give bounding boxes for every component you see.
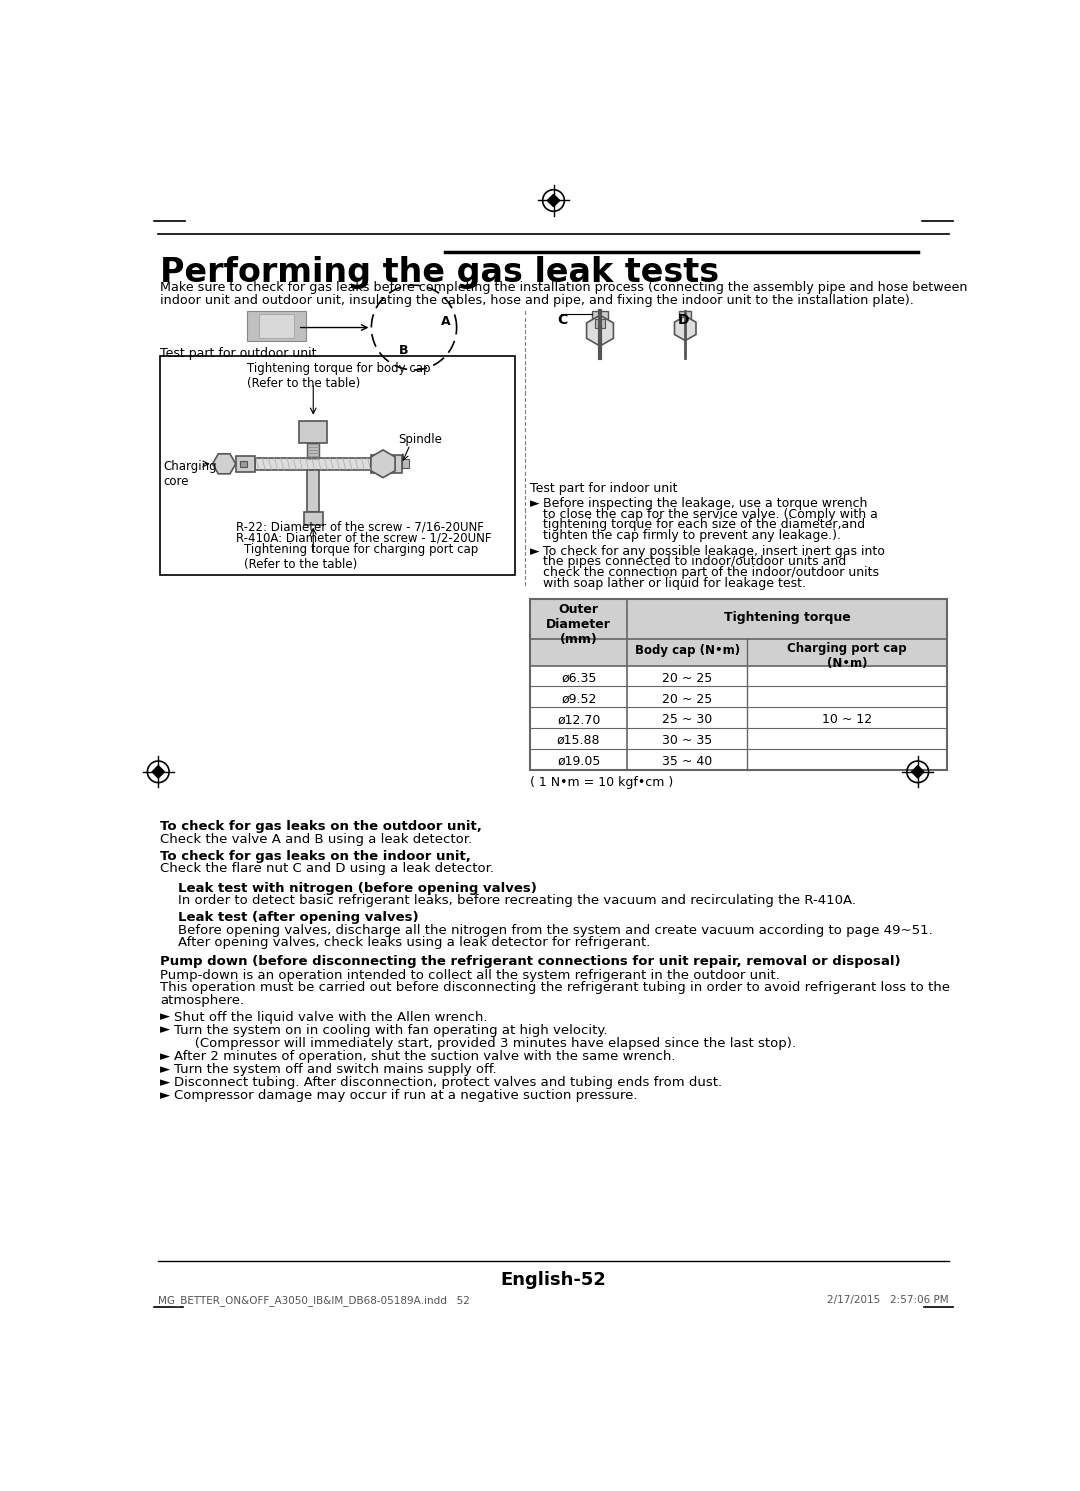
Text: ►: ►: [530, 497, 540, 510]
Text: 35 ~ 40: 35 ~ 40: [662, 754, 713, 768]
Text: ø12.70: ø12.70: [557, 713, 600, 726]
Text: atmosphere.: atmosphere.: [160, 993, 244, 1006]
FancyBboxPatch shape: [307, 443, 320, 467]
Text: (Compressor will immediately start, provided 3 minutes have elapsed since the la: (Compressor will immediately start, prov…: [181, 1036, 796, 1050]
Text: Leak test with nitrogen (before opening valves): Leak test with nitrogen (before opening …: [177, 883, 537, 895]
Text: ø9.52: ø9.52: [561, 692, 596, 705]
Text: Shut off the liquid valve with the Allen wrench.: Shut off the liquid valve with the Allen…: [174, 1011, 487, 1023]
Text: Charging port cap
(N•m): Charging port cap (N•m): [787, 643, 907, 671]
Text: Tightening torque for body cap
(Refer to the table): Tightening torque for body cap (Refer to…: [247, 362, 431, 391]
Text: C: C: [557, 313, 568, 327]
FancyBboxPatch shape: [592, 312, 608, 319]
Text: Pump down (before disconnecting the refrigerant connections for unit repair, rem: Pump down (before disconnecting the refr…: [160, 956, 901, 968]
Text: Disconnect tubing. After disconnection, protect valves and tubing ends from dust: Disconnect tubing. After disconnection, …: [174, 1077, 721, 1088]
Text: R-22: Diameter of the screw - 7/16-20UNF: R-22: Diameter of the screw - 7/16-20UNF: [235, 520, 484, 532]
Polygon shape: [912, 766, 924, 778]
FancyBboxPatch shape: [679, 312, 691, 318]
FancyBboxPatch shape: [307, 470, 320, 513]
FancyBboxPatch shape: [255, 458, 372, 470]
Text: ►: ►: [160, 1063, 170, 1077]
Text: Tightening torque: Tightening torque: [724, 611, 851, 623]
Text: To check for gas leaks on the outdoor unit,: To check for gas leaks on the outdoor un…: [160, 820, 482, 833]
Text: Test part for indoor unit: Test part for indoor unit: [530, 482, 678, 495]
FancyBboxPatch shape: [530, 638, 947, 665]
Text: D: D: [677, 313, 689, 327]
Text: After 2 minutes of operation, shut the suction valve with the same wrench.: After 2 minutes of operation, shut the s…: [174, 1050, 675, 1063]
Text: To check for any possible leakage, insert inert gas into: To check for any possible leakage, inser…: [542, 544, 885, 558]
Text: ►: ►: [160, 1024, 170, 1036]
Text: In order to detect basic refrigerant leaks, before recreating the vacuum and rec: In order to detect basic refrigerant lea…: [177, 895, 855, 907]
Text: with soap lather or liquid for leakage test.: with soap lather or liquid for leakage t…: [542, 577, 806, 590]
FancyBboxPatch shape: [303, 513, 323, 525]
FancyBboxPatch shape: [595, 319, 605, 328]
Text: 2/17/2015   2:57:06 PM: 2/17/2015 2:57:06 PM: [827, 1296, 948, 1306]
FancyBboxPatch shape: [259, 313, 294, 338]
Text: ø19.05: ø19.05: [557, 754, 600, 768]
FancyBboxPatch shape: [235, 456, 255, 471]
Text: Test part for outdoor unit: Test part for outdoor unit: [160, 347, 316, 359]
Text: R-410A: Diameter of the screw - 1/2-20UNF: R-410A: Diameter of the screw - 1/2-20UN…: [235, 532, 491, 544]
Text: Turn the system on in cooling with fan operating at high velocity.: Turn the system on in cooling with fan o…: [174, 1024, 607, 1036]
Text: indoor unit and outdoor unit, insulating the cables, hose and pipe, and fixing t: indoor unit and outdoor unit, insulating…: [160, 294, 914, 307]
Text: 30 ~ 35: 30 ~ 35: [662, 734, 713, 747]
Text: Before inspecting the leakage, use a torque wrench: Before inspecting the leakage, use a tor…: [542, 497, 867, 510]
Text: Turn the system off and switch mains supply off.: Turn the system off and switch mains sup…: [174, 1063, 497, 1077]
Text: 20 ~ 25: 20 ~ 25: [662, 672, 713, 684]
Text: This operation must be carried out before disconnecting the refrigerant tubing i: This operation must be carried out befor…: [160, 981, 949, 994]
Text: the pipes connected to indoor/outdoor units and: the pipes connected to indoor/outdoor un…: [542, 556, 846, 568]
Text: Make sure to check for gas leaks before completing the installation process (con: Make sure to check for gas leaks before …: [160, 282, 968, 294]
FancyBboxPatch shape: [160, 356, 515, 576]
Text: 25 ~ 30: 25 ~ 30: [662, 713, 713, 726]
FancyBboxPatch shape: [403, 459, 408, 468]
Text: ø6.35: ø6.35: [561, 672, 596, 684]
Text: tightening torque for each size of the diameter,and: tightening torque for each size of the d…: [542, 519, 865, 531]
Text: English-52: English-52: [500, 1270, 607, 1288]
Polygon shape: [548, 194, 559, 207]
Text: Body cap (N•m): Body cap (N•m): [635, 644, 740, 658]
Text: check the connection part of the indoor/outdoor units: check the connection part of the indoor/…: [542, 567, 879, 579]
Text: ( 1 N•m = 10 kgf•cm ): ( 1 N•m = 10 kgf•cm ): [530, 775, 674, 789]
FancyBboxPatch shape: [372, 455, 403, 473]
Text: Compressor damage may occur if run at a negative suction pressure.: Compressor damage may occur if run at a …: [174, 1088, 637, 1102]
FancyBboxPatch shape: [530, 598, 947, 638]
Text: Check the valve A and B using a leak detector.: Check the valve A and B using a leak det…: [160, 832, 472, 845]
Text: Pump-down is an operation intended to collect all the system refrigerant in the : Pump-down is an operation intended to co…: [160, 969, 780, 983]
FancyBboxPatch shape: [299, 422, 327, 443]
Text: ►: ►: [160, 1011, 170, 1023]
Text: Leak test (after opening valves): Leak test (after opening valves): [177, 911, 418, 924]
Text: ►: ►: [160, 1088, 170, 1102]
Text: Spindle: Spindle: [399, 432, 443, 446]
Text: to close the cap for the service valve. (Comply with a: to close the cap for the service valve. …: [542, 508, 878, 520]
Text: Charging
core: Charging core: [164, 459, 217, 488]
Text: A: A: [441, 315, 450, 328]
Text: ø15.88: ø15.88: [557, 734, 600, 747]
Text: ►: ►: [530, 544, 540, 558]
Text: Outer
Diameter
(mm): Outer Diameter (mm): [546, 604, 611, 646]
Text: MG_BETTER_ON&OFF_A3050_IB&IM_DB68-05189A.indd   52: MG_BETTER_ON&OFF_A3050_IB&IM_DB68-05189A…: [159, 1296, 470, 1306]
FancyBboxPatch shape: [247, 312, 306, 340]
Text: B: B: [399, 344, 408, 356]
Text: Performing the gas leak tests: Performing the gas leak tests: [160, 256, 719, 289]
Text: 10 ~ 12: 10 ~ 12: [822, 713, 873, 726]
Polygon shape: [152, 766, 164, 778]
Text: Tightening torque for charging port cap
(Refer to the table): Tightening torque for charging port cap …: [243, 543, 477, 571]
Text: ►: ►: [160, 1077, 170, 1088]
Text: After opening valves, check leaks using a leak detector for refrigerant.: After opening valves, check leaks using …: [177, 936, 650, 948]
FancyBboxPatch shape: [240, 461, 247, 467]
Text: tighten the cap firmly to prevent any leakage.).: tighten the cap firmly to prevent any le…: [542, 529, 840, 543]
Text: Check the flare nut C and D using a leak detector.: Check the flare nut C and D using a leak…: [160, 862, 494, 875]
Text: ►: ►: [160, 1050, 170, 1063]
Text: To check for gas leaks on the indoor unit,: To check for gas leaks on the indoor uni…: [160, 850, 471, 863]
Text: 20 ~ 25: 20 ~ 25: [662, 692, 713, 705]
Text: Before opening valves, discharge all the nitrogen from the system and create vac: Before opening valves, discharge all the…: [177, 923, 932, 936]
